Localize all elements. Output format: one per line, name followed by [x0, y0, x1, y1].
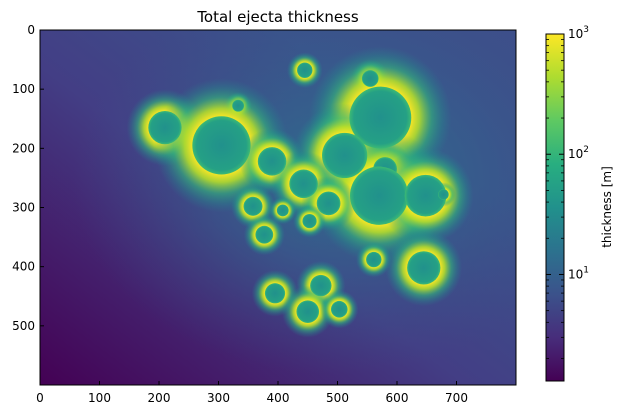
x-tick-label: 400 [267, 391, 290, 405]
x-tick-label: 500 [326, 391, 349, 405]
x-tick-label: 0 [36, 391, 44, 405]
colorbar-tick-label: 103 [568, 25, 589, 41]
crater-floor [276, 204, 289, 217]
crater-floor [289, 169, 318, 199]
crater-floor [366, 251, 382, 268]
crater-floor [349, 86, 412, 149]
crater-floor [257, 147, 287, 176]
crater-floor [330, 300, 348, 318]
colorbar-tick-label: 102 [568, 145, 589, 161]
chart-title: Total ejecta thickness [196, 8, 359, 26]
crater-floor [322, 132, 368, 179]
crater-floor [264, 283, 286, 304]
x-axis: 0 100 200 300 400 500 600 700 [36, 381, 468, 405]
colorbar-label: thickness [m] [600, 166, 614, 248]
crater-floor [297, 62, 313, 78]
y-tick-label: 300 [12, 201, 35, 215]
crater-floor [316, 191, 341, 216]
y-tick-label: 100 [12, 82, 35, 96]
x-tick-label: 600 [386, 391, 409, 405]
crater-floor [255, 225, 274, 244]
y-tick-label: 200 [12, 141, 35, 155]
colorbar-ticks: 101 102 103 [546, 25, 589, 359]
colorbar-frame [545, 33, 565, 382]
crater-floor [148, 110, 182, 145]
y-tick-label: 400 [12, 260, 35, 274]
crater-floor [404, 174, 447, 217]
x-tick-label: 700 [445, 391, 468, 405]
crater-floor [349, 166, 409, 225]
crater-floors [148, 62, 449, 323]
x-tick-label: 300 [207, 391, 230, 405]
y-tick-label: 500 [12, 319, 35, 333]
colorbar [546, 34, 564, 381]
y-axis: 0 100 200 300 400 500 [12, 23, 44, 333]
crater-floor [310, 274, 332, 297]
plot-area [40, 30, 516, 385]
x-tick-label: 200 [148, 391, 171, 405]
crater-floor [438, 189, 449, 200]
crater-floor [192, 116, 251, 175]
colorbar-tick-label: 101 [568, 265, 589, 281]
crater-floor [361, 70, 379, 87]
y-tick-label: 0 [27, 23, 35, 37]
crater-floor [407, 251, 441, 285]
crater-floor [302, 213, 317, 229]
crater-floor [296, 300, 320, 323]
crater-floor [232, 99, 245, 112]
crater-floor [243, 196, 263, 216]
x-tick-label: 100 [88, 391, 111, 405]
